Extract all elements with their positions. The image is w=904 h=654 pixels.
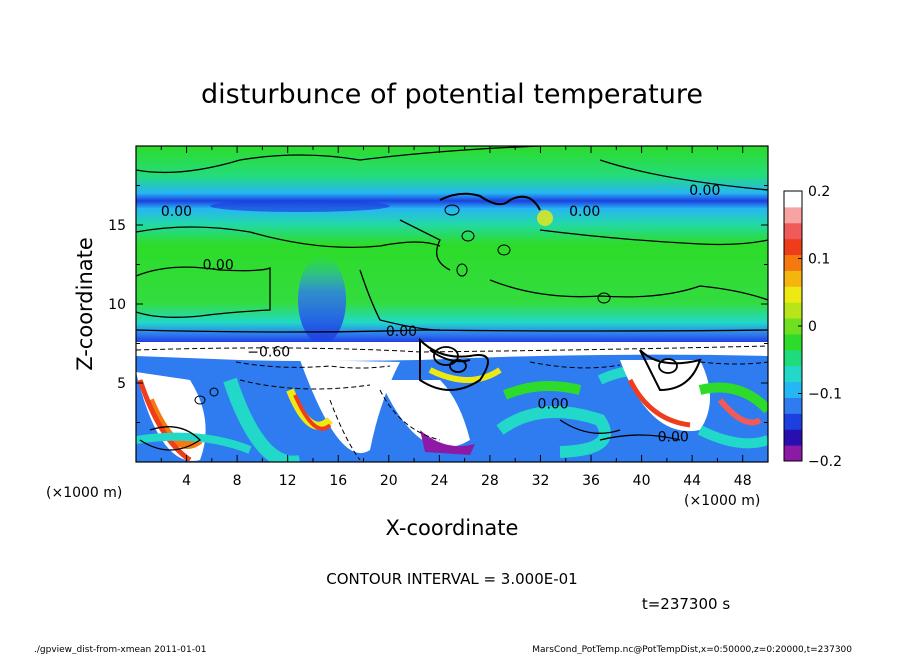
contour-label: 0.00 <box>203 258 234 274</box>
time-text: t=237300 s <box>642 595 730 613</box>
colorbar-swatch <box>784 191 802 208</box>
colorbar-swatch <box>784 429 802 446</box>
x-tick-label: 28 <box>481 473 499 489</box>
x-axis-title: X-coordinate <box>386 516 519 540</box>
contour-label: 0.00 <box>569 204 600 220</box>
x-tick-label: 8 <box>233 473 242 489</box>
colorbar-swatch <box>784 206 802 224</box>
colorbar-swatch <box>784 254 802 271</box>
yellow-spot <box>537 210 553 226</box>
colorbar-tick-label: 0.2 <box>808 184 830 200</box>
x-axis: 4 8 12 16 20 24 28 32 36 40 44 48 <box>160 146 752 489</box>
upper-layer <box>136 146 768 342</box>
colorbar-swatch <box>784 286 802 303</box>
colorbar-swatch <box>784 333 802 351</box>
contour-lines <box>136 146 768 451</box>
colorbar-swatch <box>784 222 802 240</box>
colorbar-swatch <box>784 445 802 462</box>
x-tick-label: 36 <box>582 473 600 489</box>
contour-label: 0.00 <box>386 324 417 340</box>
small-contour-loops <box>194 204 678 405</box>
dashed-contours <box>136 345 768 461</box>
colorbar-tick-label: 0.1 <box>808 252 830 268</box>
colorbar-swatch <box>784 413 802 430</box>
contour-labels: 0.00 0.00 0.00 0.00 0.00 −0.60 0.00 0.00 <box>161 183 721 445</box>
contour-label: 0.00 <box>538 397 569 413</box>
colorbar-swatch <box>784 381 802 398</box>
footer-left: ./gpview_dist-from-xmean 2011-01-01 <box>34 645 206 654</box>
colorbar: 0.2 0.1 0 −0.1 −0.2 <box>783 184 842 470</box>
colorbar-swatch <box>784 349 802 367</box>
x-tick-label: 40 <box>633 473 651 489</box>
y-axis-title: Z-coordinate <box>73 237 97 371</box>
x-tick-label: 4 <box>182 473 191 489</box>
heatmap-field <box>136 146 768 462</box>
colorbar-tick-label: −0.2 <box>808 454 842 470</box>
x-tick-label: 32 <box>532 473 550 489</box>
x-unit-label: (×1000 m) <box>684 493 760 509</box>
x-tick-label: 44 <box>683 473 701 489</box>
x-tick-label: 12 <box>279 473 297 489</box>
colorbar-swatch <box>784 270 802 287</box>
y-tick-label: 5 <box>117 376 126 392</box>
contour-label: −0.60 <box>247 344 290 360</box>
colorbar-swatch <box>784 397 802 414</box>
contour-label: 0.00 <box>689 183 720 199</box>
contour-interval-text: CONTOUR INTERVAL = 3.000E-01 <box>326 570 577 588</box>
colorbar-swatch <box>784 318 802 335</box>
x-tick-label: 16 <box>329 473 347 489</box>
x-tick-label: 48 <box>734 473 752 489</box>
y-tick-label: 10 <box>108 297 126 313</box>
z-unit-label: (×1000 m) <box>46 485 122 501</box>
y-axis: 5 10 15 <box>108 185 768 423</box>
upper-blue-band <box>210 200 390 212</box>
colorbar-swatch <box>784 365 802 383</box>
contour-label: 0.00 <box>658 430 689 446</box>
x-tick-label: 24 <box>430 473 448 489</box>
footer-right: MarsCond_PotTemp.nc@PotTempDist,x=0:5000… <box>532 645 852 654</box>
colorbar-swatch <box>784 238 802 256</box>
y-tick-label: 15 <box>108 218 126 234</box>
x-tick-label: 20 <box>380 473 398 489</box>
colorbar-tick-label: −0.1 <box>808 387 842 403</box>
contour-label: 0.00 <box>161 204 192 220</box>
chart-title: disturbunce of potential temperature <box>201 79 703 110</box>
colorbar-tick-label: 0 <box>808 319 817 335</box>
colorbar-swatch <box>784 302 802 319</box>
blue-plume <box>298 256 346 344</box>
